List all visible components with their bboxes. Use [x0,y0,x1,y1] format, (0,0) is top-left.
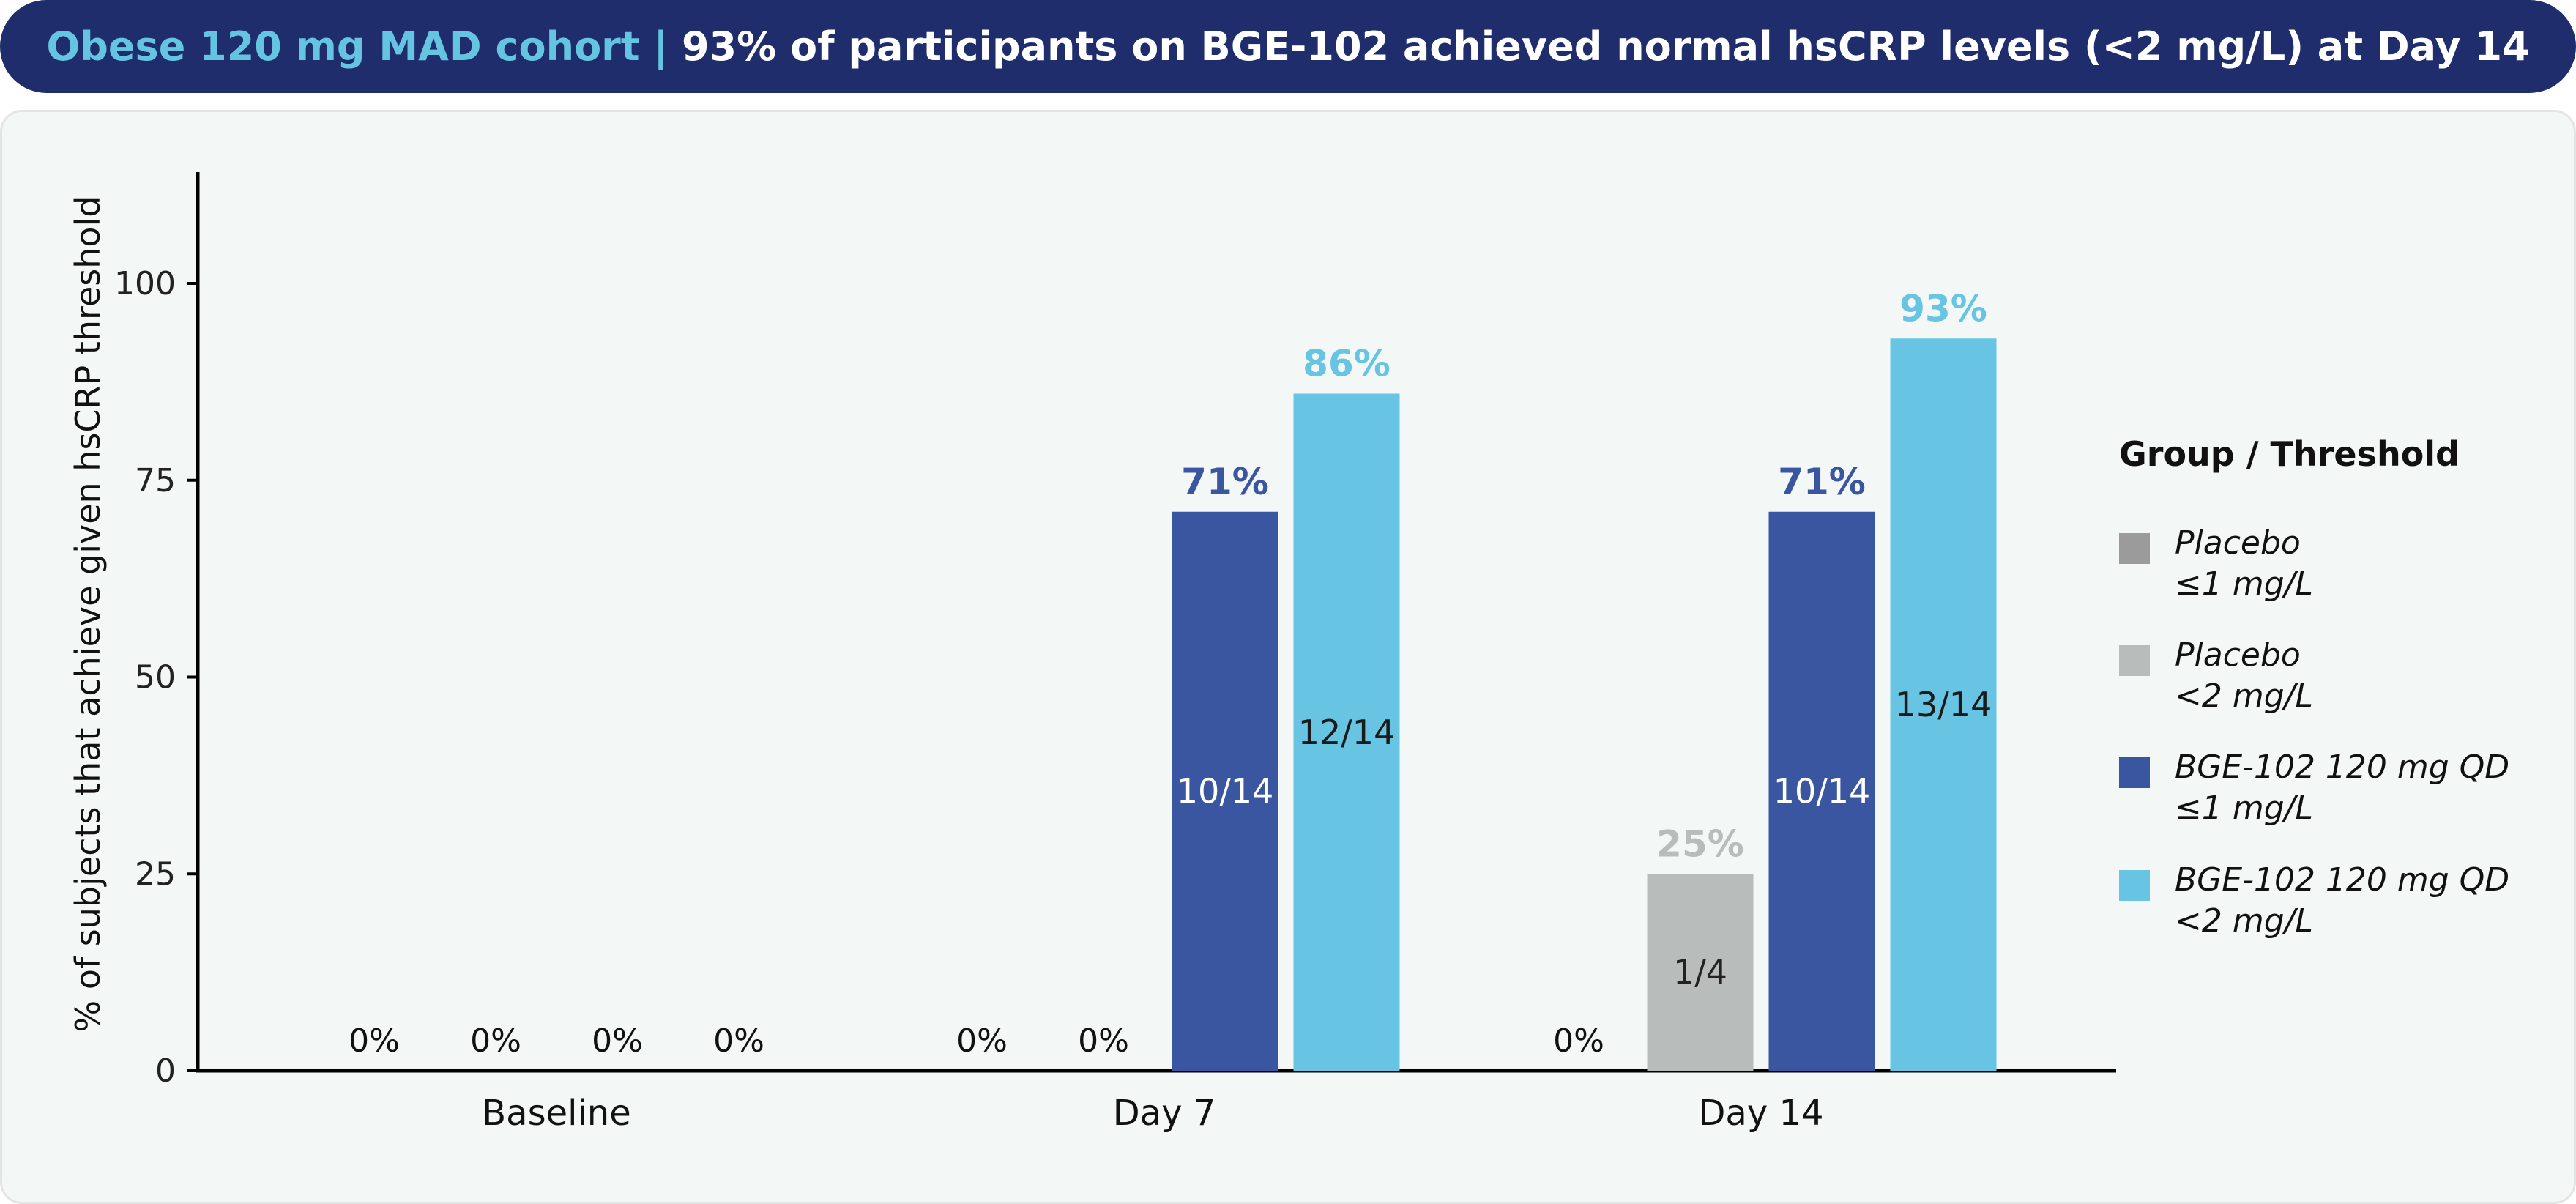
bar-percent-label: 0% [1078,1022,1129,1060]
bar-percent-label: 25% [1656,822,1744,865]
legend-title: Group / Threshold [2119,434,2460,474]
bar-percent-label: 0% [713,1022,764,1060]
legend-swatch [2119,645,2150,676]
legend-label-line1: Placebo [2175,636,2301,674]
legend-swatch [2119,533,2150,564]
x-tick-label: Baseline [482,1093,631,1134]
legend-label-line1: BGE-102 120 mg QD [2175,861,2509,899]
bar-percent-label: 0% [349,1022,400,1060]
cohort-label: Obese 120 mg MAD cohort | [46,23,669,70]
bar-count-label: 12/14 [1298,713,1396,752]
y-axis-label: % of subjects that achieve given hsCRP t… [68,196,108,1033]
y-tick-label: 25 [135,855,176,893]
bar-count-label: 1/4 [1673,953,1727,992]
bar-percent-label: 0% [470,1022,521,1060]
bar-count-label: 13/14 [1895,685,1992,724]
legend-label-line2: <2 mg/L [2175,902,2313,940]
bar [1293,393,1400,1071]
bar-percent-label: 0% [956,1022,1008,1060]
legend-swatch [2119,757,2150,788]
headline-text: 93% of participants on BGE-102 achieved … [668,23,2530,70]
bar-percent-label: 71% [1181,461,1269,503]
y-tick-label: 50 [135,659,176,696]
bar-percent-label: 93% [1899,287,1987,330]
x-tick-label: Day 14 [1698,1093,1823,1134]
legend-swatch [2119,870,2150,901]
bar [1890,338,1997,1071]
bar-percent-label: 86% [1303,343,1391,385]
bar [1647,874,1754,1071]
title-banner: Obese 120 mg MAD cohort | 93% of partici… [0,0,2576,93]
legend-label-line2: ≤1 mg/L [2175,565,2313,603]
bar [1768,511,1875,1071]
y-tick-label: 100 [114,265,176,302]
legend-label-line2: <2 mg/L [2175,677,2313,715]
bar [1172,511,1278,1071]
bar-percent-label: 71% [1778,461,1866,503]
bar-count-label: 10/14 [1177,771,1274,811]
bar-percent-label: 0% [1553,1022,1604,1060]
bar-count-label: 10/14 [1773,771,1871,811]
legend-label-line1: BGE-102 120 mg QD [2175,748,2509,786]
legend-label-line1: Placebo [2175,524,2301,562]
y-tick-label: 75 [135,462,176,499]
bar-percent-label: 0% [592,1022,643,1060]
y-tick-label: 0 [155,1052,176,1090]
legend-label-line2: ≤1 mg/L [2175,789,2313,827]
x-tick-label: Day 7 [1113,1093,1216,1134]
